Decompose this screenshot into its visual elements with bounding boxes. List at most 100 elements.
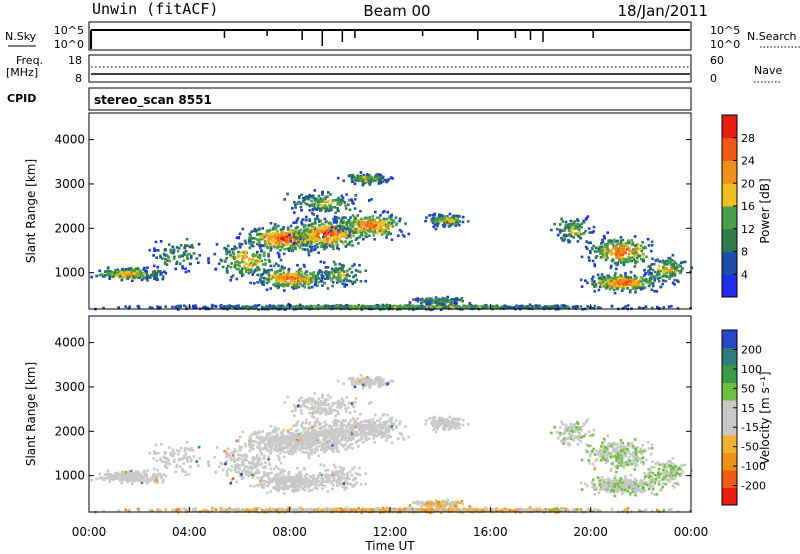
power-cell	[230, 305, 233, 308]
power-cell	[332, 272, 336, 275]
power-cell	[440, 216, 444, 219]
power-cell	[386, 179, 389, 183]
power-cell	[569, 230, 572, 234]
power-cell	[423, 300, 427, 304]
power-cell	[328, 276, 332, 279]
velocity-cell	[132, 478, 135, 481]
power-cell	[335, 246, 339, 250]
velocity-cell	[308, 448, 312, 451]
power-cell	[153, 270, 156, 273]
power-cell	[120, 278, 124, 282]
power-cell	[292, 221, 295, 224]
velocity-cell	[230, 478, 233, 482]
velocity-cell	[140, 476, 143, 480]
power-cell	[436, 218, 439, 222]
power-cell	[639, 257, 643, 261]
power-cell	[403, 235, 406, 238]
velocity-cell	[293, 441, 296, 444]
power-cell	[184, 244, 187, 247]
power-cell	[213, 252, 216, 256]
power-cell	[560, 217, 563, 221]
power-cell	[159, 272, 163, 275]
power-cell	[153, 247, 156, 250]
power-cell	[115, 274, 118, 277]
power-cell	[348, 279, 351, 283]
power-cell	[522, 306, 525, 309]
power-cell	[326, 238, 330, 242]
power-cell	[259, 243, 263, 247]
freq-tick-top: 18	[68, 54, 82, 67]
velocity-cell	[242, 463, 246, 466]
power-cell	[298, 195, 301, 198]
power-cell	[237, 250, 240, 254]
power-cell	[293, 201, 296, 204]
power-cell	[339, 278, 342, 282]
power-cell	[601, 248, 605, 251]
power-cell	[258, 260, 262, 264]
velocity-cell	[152, 475, 156, 479]
power-cell	[616, 263, 619, 266]
velocity-cell	[238, 447, 242, 451]
power-cell	[364, 223, 368, 226]
power-cell	[274, 262, 278, 266]
power-cell	[311, 202, 314, 206]
velocity-cell	[198, 457, 201, 460]
power-cell	[281, 242, 285, 246]
power-cell	[171, 245, 175, 249]
velocity-cell	[230, 451, 234, 454]
velocity-cell	[326, 445, 329, 448]
power-cell	[568, 224, 572, 228]
velocity-cell	[316, 420, 320, 424]
power-cell	[326, 242, 329, 245]
power-cell	[95, 274, 98, 278]
power-cell	[175, 260, 179, 264]
velocity-cell	[253, 466, 256, 469]
power-cell	[656, 277, 660, 280]
power-cell	[305, 215, 308, 219]
power-cell	[299, 273, 303, 277]
power-cell	[341, 229, 345, 232]
velocity-cell	[235, 466, 238, 470]
power-cell	[320, 245, 323, 248]
power-cell	[332, 246, 335, 250]
power-cell	[137, 306, 141, 310]
power-cell	[226, 249, 230, 252]
power-cell	[567, 228, 571, 232]
power-cell	[306, 235, 310, 239]
velocity-cell	[244, 465, 247, 469]
velocity-cell	[261, 440, 265, 444]
velocity-cell	[166, 462, 169, 465]
power-cell	[661, 260, 664, 264]
power-cell	[252, 271, 256, 274]
velocity-cell	[284, 442, 288, 446]
power-cell	[354, 194, 358, 197]
power-cell	[269, 232, 272, 236]
power-cell	[641, 285, 645, 288]
power-cell	[411, 306, 415, 309]
power-cell	[628, 259, 631, 263]
power-cell	[362, 182, 365, 185]
power-cell	[368, 199, 371, 202]
power-cell	[248, 242, 251, 245]
power-cell	[290, 285, 294, 289]
power-cell	[175, 246, 179, 249]
velocity-cell	[259, 449, 262, 453]
power-cell	[266, 278, 269, 281]
power-cell	[345, 273, 349, 277]
velocity-cell	[98, 472, 101, 476]
power-cell	[350, 175, 354, 179]
velocity-cell	[276, 449, 279, 453]
power-cell	[651, 284, 655, 288]
power-cell	[146, 266, 149, 269]
velocity-cell	[272, 436, 275, 440]
power-cell	[244, 270, 248, 274]
power-cell	[338, 262, 342, 266]
power-cell	[655, 305, 659, 309]
power-cell	[339, 280, 342, 283]
power-cell	[642, 246, 645, 250]
power-cell	[338, 267, 342, 270]
power-cell	[156, 265, 159, 269]
power-cell	[439, 220, 442, 223]
power-cell	[307, 253, 311, 257]
velocity-cell	[130, 477, 133, 480]
